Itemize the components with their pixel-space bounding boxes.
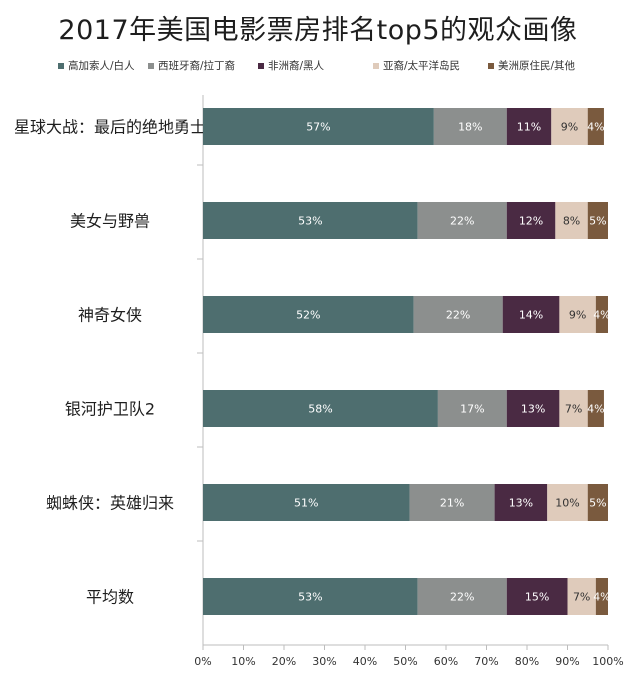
chart-legend: 高加索人/白人 西班牙裔/拉丁裔 非洲裔/黑人 亚裔/太平洋岛民 美洲原住民/其他 bbox=[58, 58, 636, 74]
x-tick-label: 80% bbox=[515, 655, 539, 668]
legend-item: 美洲原住民/其他 bbox=[488, 58, 575, 73]
data-label: 4% bbox=[587, 403, 604, 416]
data-label: 7% bbox=[573, 591, 590, 604]
data-label: 9% bbox=[561, 121, 578, 134]
x-tick-label: 0% bbox=[194, 655, 211, 668]
data-label: 22% bbox=[450, 215, 474, 228]
x-tick-label: 20% bbox=[272, 655, 296, 668]
x-tick-label: 30% bbox=[312, 655, 336, 668]
bar-segment bbox=[437, 390, 507, 427]
bar-segment bbox=[494, 484, 548, 521]
data-label: 9% bbox=[569, 309, 586, 322]
data-label: 17% bbox=[460, 403, 484, 416]
bar-segment bbox=[595, 578, 608, 615]
data-label: 58% bbox=[308, 403, 332, 416]
category-label: 蜘蛛侠：英雄归来 bbox=[46, 494, 174, 513]
legend-swatch bbox=[148, 62, 154, 69]
data-label: 5% bbox=[589, 215, 606, 228]
bar-segment bbox=[203, 202, 418, 239]
data-label: 12% bbox=[519, 215, 543, 228]
legend-swatch bbox=[58, 62, 64, 69]
data-label: 8% bbox=[563, 215, 580, 228]
category-label: 平均数 bbox=[86, 588, 134, 607]
data-label: 14% bbox=[519, 309, 543, 322]
bar-segment bbox=[203, 390, 438, 427]
legend-swatch bbox=[488, 62, 494, 69]
bar-segment bbox=[595, 296, 608, 333]
bar-segment bbox=[559, 390, 588, 427]
legend-item: 非洲裔/黑人 bbox=[258, 58, 324, 73]
bar-segment bbox=[587, 390, 604, 427]
bar-segment bbox=[433, 108, 507, 145]
legend-label: 亚裔/太平洋岛民 bbox=[383, 60, 461, 72]
bar-segment bbox=[203, 296, 414, 333]
x-tick-label: 50% bbox=[393, 655, 417, 668]
bar-segment bbox=[413, 296, 503, 333]
bar-segment bbox=[417, 202, 507, 239]
bar-segment bbox=[502, 296, 560, 333]
data-label: 4% bbox=[593, 309, 610, 322]
category-label: 神奇女侠 bbox=[78, 306, 142, 325]
legend-item: 高加索人/白人 bbox=[58, 58, 135, 73]
x-tick-label: 70% bbox=[474, 655, 498, 668]
bar-segment bbox=[559, 296, 596, 333]
data-label: 53% bbox=[298, 215, 322, 228]
bar-segment bbox=[587, 202, 608, 239]
bar-segment bbox=[203, 484, 410, 521]
data-label: 10% bbox=[555, 497, 579, 510]
legend-label: 美洲原住民/其他 bbox=[498, 60, 576, 72]
data-label: 18% bbox=[458, 121, 482, 134]
bar-segment bbox=[567, 578, 596, 615]
data-label: 11% bbox=[517, 121, 541, 134]
chart-title: 2017年美国电影票房排名top5的观众画像 bbox=[58, 15, 578, 46]
bar-segment bbox=[506, 202, 556, 239]
data-label: 13% bbox=[521, 403, 545, 416]
bar-segment bbox=[506, 108, 552, 145]
data-label: 21% bbox=[440, 497, 464, 510]
data-label: 52% bbox=[296, 309, 320, 322]
x-tick-label: 100% bbox=[592, 655, 623, 668]
bar-segment bbox=[587, 108, 604, 145]
data-label: 4% bbox=[587, 121, 604, 134]
legend-item: 亚裔/太平洋岛民 bbox=[373, 58, 460, 73]
data-label: 4% bbox=[593, 591, 610, 604]
bar-segment bbox=[203, 578, 418, 615]
bar-segment bbox=[409, 484, 495, 521]
bar-segment bbox=[555, 202, 588, 239]
legend-label: 高加索人/白人 bbox=[68, 60, 135, 72]
x-tick-label: 10% bbox=[231, 655, 255, 668]
bar-segment bbox=[587, 484, 608, 521]
legend-label: 非洲裔/黑人 bbox=[268, 60, 325, 72]
data-label: 51% bbox=[294, 497, 318, 510]
legend-swatch bbox=[373, 62, 379, 69]
data-label: 22% bbox=[446, 309, 470, 322]
bar-segment bbox=[203, 108, 434, 145]
data-label: 5% bbox=[589, 497, 606, 510]
x-tick-label: 40% bbox=[353, 655, 377, 668]
x-tick-label: 60% bbox=[434, 655, 458, 668]
legend-item: 西班牙裔/拉丁裔 bbox=[148, 58, 235, 73]
bar-segment bbox=[551, 108, 588, 145]
bar-segment bbox=[417, 578, 507, 615]
category-label: 美女与野兽 bbox=[70, 212, 150, 231]
bar-segment bbox=[506, 390, 560, 427]
legend-label: 西班牙裔/拉丁裔 bbox=[158, 60, 236, 72]
category-label: 星球大战：最后的绝地勇士 bbox=[14, 118, 206, 137]
x-tick-label: 90% bbox=[555, 655, 579, 668]
data-label: 7% bbox=[565, 403, 582, 416]
bar-segment bbox=[547, 484, 588, 521]
category-label: 银河护卫队2 bbox=[65, 400, 155, 419]
data-label: 22% bbox=[450, 591, 474, 604]
data-label: 53% bbox=[298, 591, 322, 604]
data-label: 13% bbox=[509, 497, 533, 510]
data-label: 57% bbox=[306, 121, 330, 134]
bar-segment bbox=[506, 578, 568, 615]
data-label: 15% bbox=[525, 591, 549, 604]
legend-swatch bbox=[258, 62, 264, 69]
